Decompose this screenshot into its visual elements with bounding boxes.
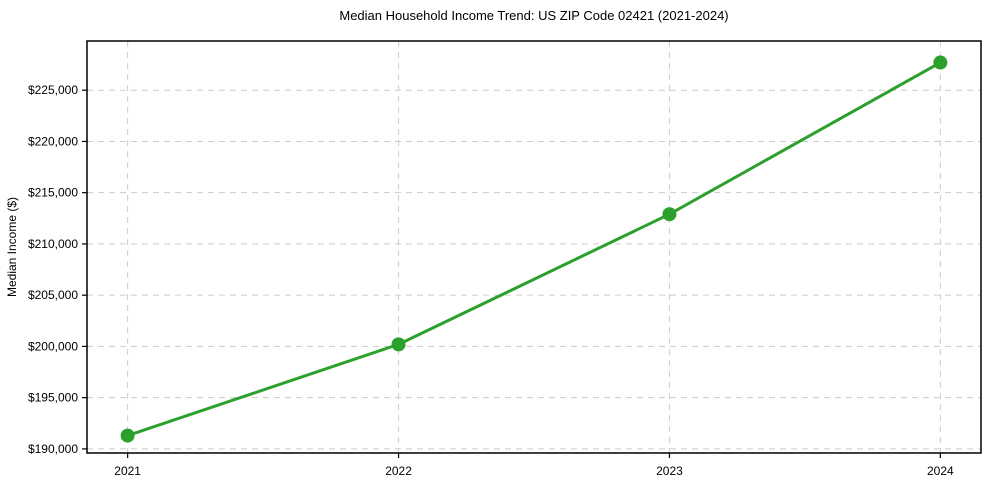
y-tick-label: $215,000 — [28, 186, 78, 200]
x-tick-label: 2024 — [927, 464, 954, 478]
y-tick-label: $220,000 — [28, 134, 78, 148]
y-tick-label: $210,000 — [28, 237, 78, 251]
chart-title: Median Household Income Trend: US ZIP Co… — [339, 8, 729, 23]
y-tick-label: $225,000 — [28, 83, 78, 97]
plot-border — [86, 40, 982, 454]
data-point-2023 — [662, 207, 677, 222]
x-tick-label: 2023 — [656, 464, 683, 478]
data-point-2022 — [391, 337, 406, 352]
y-tick-label: $200,000 — [28, 339, 78, 353]
y-tick-label: $205,000 — [28, 288, 78, 302]
data-point-2021 — [120, 428, 135, 443]
x-tick-label: 2021 — [114, 464, 141, 478]
series-line-median-household-income — [126, 61, 942, 438]
y-tick-label: $190,000 — [28, 442, 78, 456]
x-tick-label: 2022 — [385, 464, 412, 478]
y-tick-label: $195,000 — [28, 391, 78, 405]
data-point-2024 — [933, 55, 948, 70]
